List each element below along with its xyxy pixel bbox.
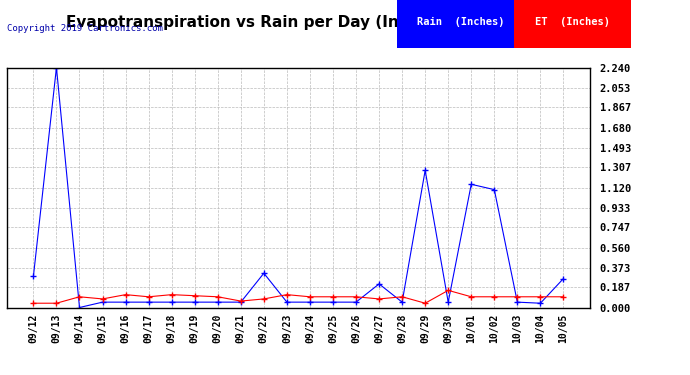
ET  (Inches) [490, 294, 498, 299]
Rain  (Inches) [513, 300, 522, 304]
Rain  (Inches) [444, 300, 453, 304]
Rain  (Inches) [283, 300, 291, 304]
Text: Rain  (Inches): Rain (Inches) [417, 17, 505, 27]
Rain  (Inches) [144, 300, 152, 304]
Text: Evapotranspiration vs Rain per Day (Inches) 20191006: Evapotranspiration vs Rain per Day (Inch… [66, 15, 535, 30]
ET  (Inches) [375, 297, 383, 301]
ET  (Inches) [259, 297, 268, 301]
Rain  (Inches) [467, 182, 475, 186]
Rain  (Inches) [168, 300, 176, 304]
ET  (Inches) [306, 294, 314, 299]
Rain  (Inches) [52, 65, 61, 70]
Rain  (Inches) [536, 301, 544, 306]
Rain  (Inches) [329, 300, 337, 304]
Rain  (Inches) [375, 282, 383, 286]
ET  (Inches) [237, 299, 245, 303]
ET  (Inches) [121, 292, 130, 297]
ET  (Inches) [29, 301, 37, 306]
Rain  (Inches) [490, 188, 498, 192]
Rain  (Inches) [75, 305, 83, 310]
ET  (Inches) [329, 294, 337, 299]
ET  (Inches) [398, 294, 406, 299]
ET  (Inches) [560, 294, 568, 299]
ET  (Inches) [352, 294, 360, 299]
Text: ET  (Inches): ET (Inches) [535, 17, 610, 27]
Rain  (Inches) [121, 300, 130, 304]
ET  (Inches) [283, 292, 291, 297]
ET  (Inches) [99, 297, 107, 301]
ET  (Inches) [144, 294, 152, 299]
ET  (Inches) [444, 288, 453, 292]
ET  (Inches) [421, 301, 429, 306]
Rain  (Inches) [560, 276, 568, 281]
Rain  (Inches) [214, 300, 222, 304]
Rain  (Inches) [398, 300, 406, 304]
Rain  (Inches) [306, 300, 314, 304]
ET  (Inches) [52, 301, 61, 306]
Line: ET  (Inches): ET (Inches) [30, 288, 566, 306]
ET  (Inches) [214, 294, 222, 299]
Rain  (Inches) [237, 300, 245, 304]
Rain  (Inches) [29, 274, 37, 279]
ET  (Inches) [75, 294, 83, 299]
Rain  (Inches) [421, 168, 429, 172]
Text: Copyright 2019 Cartronics.com: Copyright 2019 Cartronics.com [7, 24, 163, 33]
ET  (Inches) [190, 294, 199, 298]
Line: Rain  (Inches): Rain (Inches) [30, 65, 566, 310]
Rain  (Inches) [352, 300, 360, 304]
Rain  (Inches) [99, 300, 107, 304]
Rain  (Inches) [259, 271, 268, 276]
ET  (Inches) [467, 294, 475, 299]
ET  (Inches) [513, 294, 522, 299]
Rain  (Inches) [190, 300, 199, 304]
ET  (Inches) [168, 292, 176, 297]
ET  (Inches) [536, 294, 544, 299]
